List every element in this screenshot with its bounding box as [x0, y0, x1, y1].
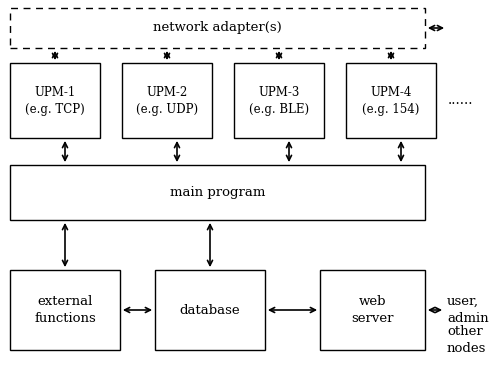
FancyArrowPatch shape [430, 307, 440, 312]
FancyBboxPatch shape [10, 270, 120, 350]
FancyArrowPatch shape [270, 307, 316, 312]
Text: web
server: web server [351, 295, 394, 325]
Text: UPM-2
(e.g. UDP): UPM-2 (e.g. UDP) [136, 86, 198, 116]
FancyArrowPatch shape [164, 53, 170, 59]
FancyArrowPatch shape [276, 53, 281, 59]
FancyBboxPatch shape [10, 165, 425, 220]
Text: UPM-1
(e.g. TCP): UPM-1 (e.g. TCP) [25, 86, 85, 116]
FancyArrowPatch shape [398, 142, 404, 160]
Text: UPM-3
(e.g. BLE): UPM-3 (e.g. BLE) [249, 86, 309, 116]
FancyArrowPatch shape [430, 25, 442, 30]
FancyArrowPatch shape [174, 142, 180, 160]
FancyArrowPatch shape [124, 307, 150, 312]
Text: UPM-4
(e.g. 154): UPM-4 (e.g. 154) [362, 86, 420, 116]
FancyBboxPatch shape [155, 270, 265, 350]
FancyBboxPatch shape [10, 8, 425, 48]
FancyArrowPatch shape [62, 225, 68, 265]
FancyBboxPatch shape [320, 270, 425, 350]
FancyBboxPatch shape [10, 63, 100, 138]
FancyArrowPatch shape [208, 225, 212, 265]
Text: network adapter(s): network adapter(s) [153, 22, 282, 35]
FancyArrowPatch shape [286, 142, 292, 160]
FancyBboxPatch shape [346, 63, 436, 138]
FancyArrowPatch shape [62, 142, 68, 160]
Text: other
nodes: other nodes [447, 325, 486, 355]
Text: user,
admin: user, admin [447, 295, 488, 325]
Text: main program: main program [170, 186, 265, 199]
FancyBboxPatch shape [234, 63, 324, 138]
Text: database: database [180, 304, 240, 317]
FancyArrowPatch shape [388, 53, 394, 59]
FancyBboxPatch shape [122, 63, 212, 138]
FancyArrowPatch shape [52, 53, 58, 59]
Text: ......: ...... [448, 93, 473, 107]
Text: external
functions: external functions [34, 295, 96, 325]
